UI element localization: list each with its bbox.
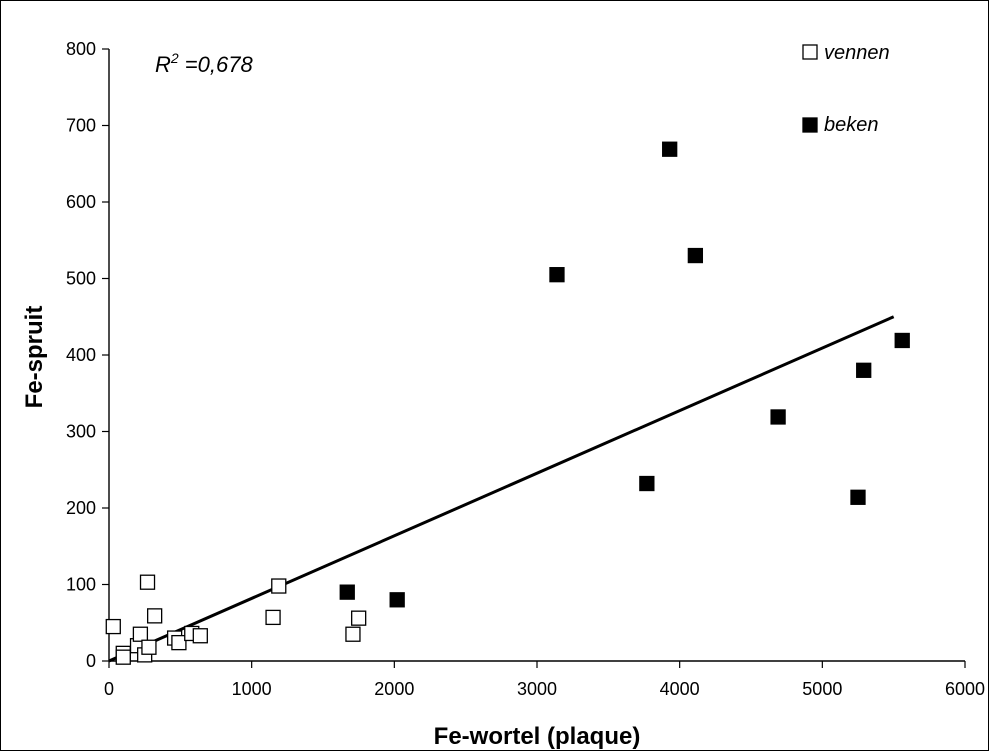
data-point-vennen xyxy=(147,608,163,624)
data-point-beken xyxy=(639,475,655,492)
x-axis-tick-label: 2000 xyxy=(374,679,414,699)
y-axis-tick-label: 800 xyxy=(66,39,96,59)
r-squared-prefix: R xyxy=(155,52,171,77)
x-axis-title: Fe-wortel (plaque) xyxy=(434,723,641,750)
axis-layer: 0 1000 2000 3000 4000 5000 6000 0 100 200 300 400 50… xyxy=(66,39,985,699)
r-squared-value: =0,678 xyxy=(179,52,254,77)
data-point-beken xyxy=(894,332,910,349)
data-point-vennen xyxy=(265,609,281,626)
y-axis-tick-label: 500 xyxy=(66,269,96,289)
data-point-vennen xyxy=(141,639,157,655)
x-axis-tick-label: 5000 xyxy=(802,679,842,699)
x-axis-tick-label: 4000 xyxy=(660,679,700,699)
r-squared-annotation: R2 =0,678 xyxy=(155,50,253,77)
y-axis-tick-label: 100 xyxy=(66,575,96,595)
y-axis-tick-label: 0 xyxy=(86,651,96,671)
data-point-vennen xyxy=(345,626,361,642)
data-point-beken xyxy=(662,141,678,157)
r-squared-superscript: 2 xyxy=(170,50,179,66)
y-axis-tick-label: 200 xyxy=(66,498,96,518)
data-point-vennen xyxy=(192,628,208,644)
data-point-vennen xyxy=(105,618,121,635)
y-axis-tick-label: 400 xyxy=(66,345,96,365)
y-axis-tick-label: 700 xyxy=(66,116,96,136)
x-axis-tick-label: 6000 xyxy=(945,679,985,699)
x-axis-tick-label: 0 xyxy=(104,679,114,699)
data-point-beken xyxy=(687,247,704,264)
y-axis-title: Fe-spruit xyxy=(21,306,48,409)
legend-label-vennen: vennen xyxy=(824,42,890,64)
legend-marker-beken xyxy=(802,117,818,133)
point-layer xyxy=(105,141,910,665)
trendline-layer xyxy=(108,315,895,663)
data-point-vennen xyxy=(115,649,131,665)
x-axis-tick-label: 1000 xyxy=(232,679,272,699)
legend-marker-vennen xyxy=(802,44,818,60)
data-point-beken xyxy=(850,489,866,505)
data-point-beken xyxy=(549,267,565,283)
data-point-vennen xyxy=(139,574,156,590)
data-point-vennen xyxy=(351,610,367,626)
legend: vennen beken xyxy=(802,42,890,136)
data-point-beken xyxy=(339,584,355,600)
data-point-vennen xyxy=(171,634,187,651)
data-point-vennen xyxy=(271,578,287,594)
data-point-vennen xyxy=(132,626,149,642)
data-point-beken xyxy=(770,409,786,425)
legend-label-beken: beken xyxy=(824,114,879,136)
x-axis-tick-label: 3000 xyxy=(517,679,557,699)
y-axis-tick-label: 600 xyxy=(66,192,96,212)
data-point-beken xyxy=(389,592,405,608)
data-point-beken xyxy=(856,362,872,378)
trendline xyxy=(108,315,895,663)
y-axis-tick-label: 300 xyxy=(66,422,96,442)
